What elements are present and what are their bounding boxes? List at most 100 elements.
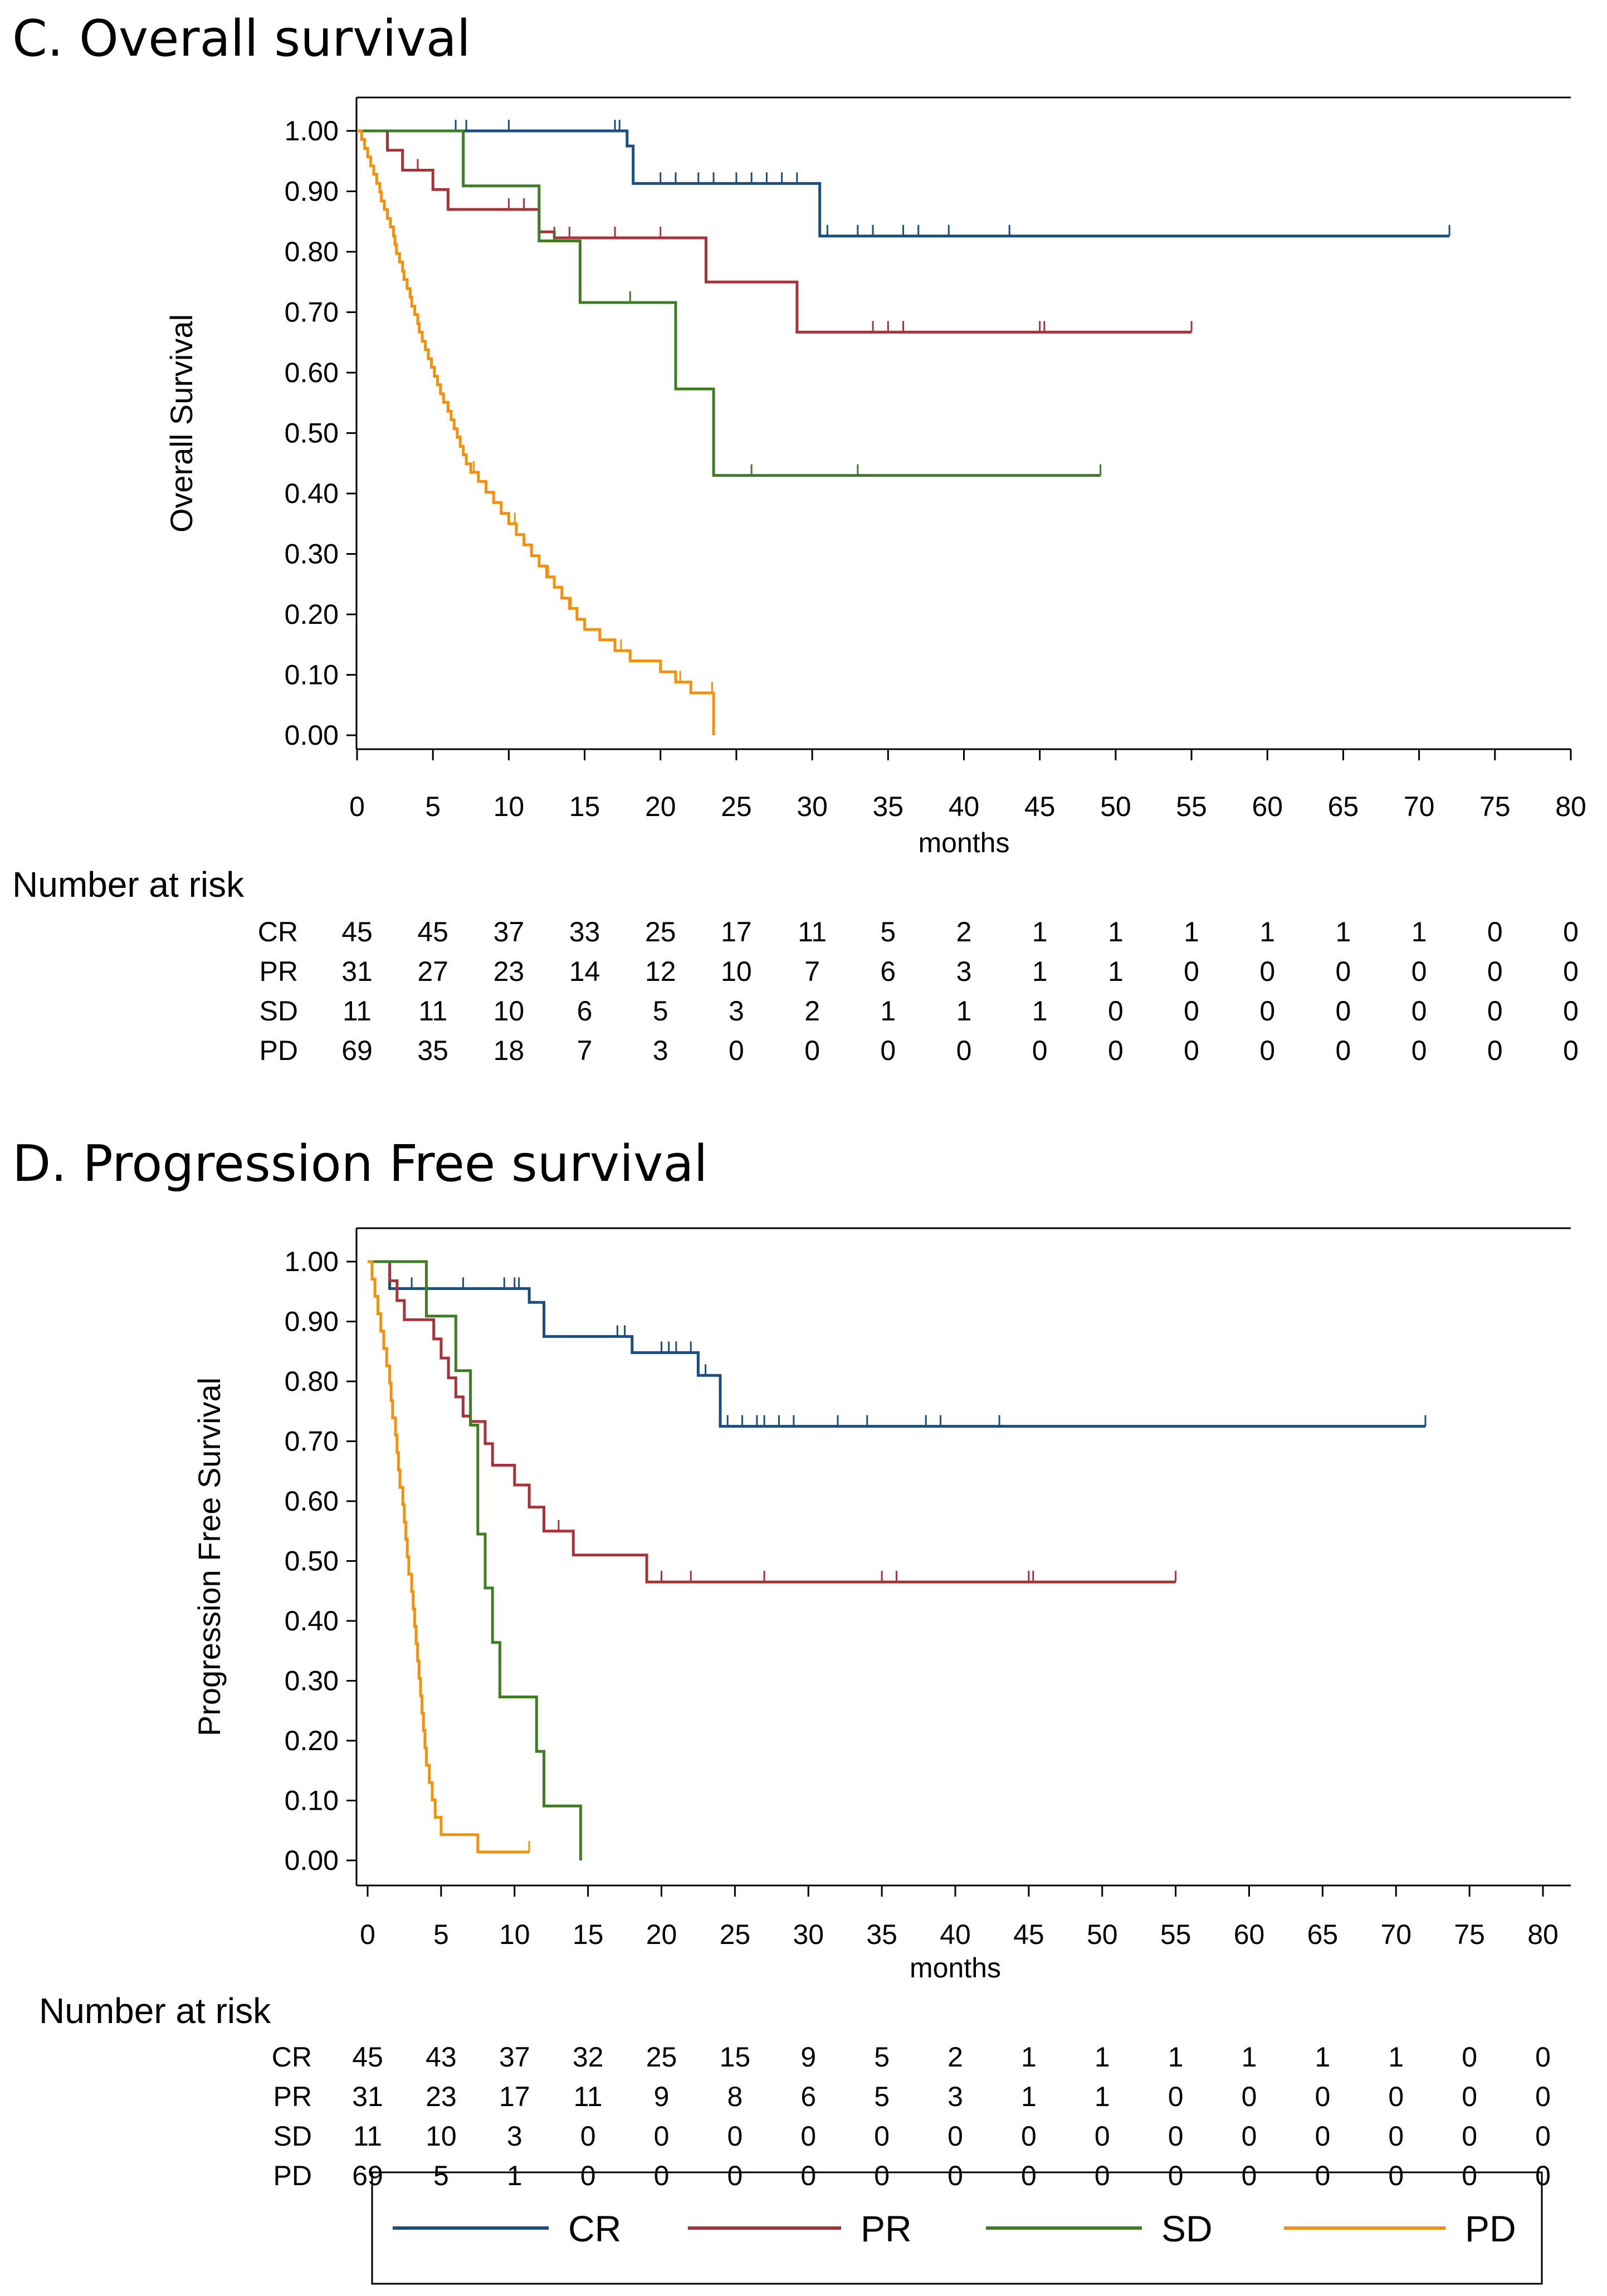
risk-count: 0 [1388, 2160, 1404, 2191]
legend-label-pd: PD [1465, 2208, 1516, 2249]
risk-count: 23 [426, 2081, 457, 2112]
risk-count: 1 [1032, 956, 1048, 987]
y-tick-label: 0.80 [285, 1366, 339, 1397]
risk-count: 0 [1108, 995, 1124, 1027]
risk-count: 2 [956, 916, 972, 947]
risk-count: 25 [645, 916, 676, 947]
x-tick-label: 35 [873, 791, 904, 822]
y-tick-label: 0.30 [285, 539, 339, 570]
risk-count: 0 [1336, 956, 1351, 987]
risk-count: 0 [1388, 2121, 1404, 2152]
risk-count: 10 [494, 995, 525, 1027]
legend: CR PR SD PD [371, 2171, 1543, 2285]
risk-count: 31 [341, 956, 373, 987]
x-tick-label: 45 [1024, 791, 1056, 822]
x-tick-label: 0 [360, 1919, 375, 1950]
x-tick-label: 35 [866, 1919, 897, 1950]
risk-count: 5 [880, 916, 896, 947]
risk-row-label: CR [258, 916, 298, 947]
legend-label-cr: CR [568, 2208, 621, 2249]
y-tick-label: 0.40 [285, 1605, 339, 1636]
risk-count: 1 [507, 2160, 522, 2191]
risk-count: 0 [1563, 995, 1579, 1027]
risk-count: 0 [1462, 2121, 1477, 2152]
legend-box [371, 2171, 1543, 2285]
plot-area: 0.00 0.10 0.20 0.30 0.40 0.50 0.60 0.70 0.80 0.90… [12, 96, 1586, 1066]
y-tick-label: 1.00 [285, 115, 339, 146]
y-tick-label: 0.20 [285, 1725, 339, 1756]
panel-title: D. Progression Free survival [12, 1135, 708, 1193]
risk-count: 0 [654, 2121, 670, 2152]
risk-count: 0 [1108, 1035, 1124, 1066]
risk-count: 32 [573, 2041, 604, 2073]
curve-sd [368, 1260, 582, 1860]
y-tick-label: 0.20 [285, 599, 339, 630]
risk-count: 0 [1184, 1035, 1199, 1066]
x-tick-label: 80 [1527, 1919, 1559, 1950]
x-tick-label: 5 [425, 791, 441, 822]
risk-count: 12 [645, 956, 676, 987]
y-tick-label: 0.30 [285, 1665, 339, 1697]
risk-count: 0 [727, 2121, 743, 2152]
panel-progression-free-survival: D. Progression Free survival 0.00 0.10 0.2… [12, 1135, 1571, 2191]
y-tick-label: 0.00 [285, 720, 339, 751]
risk-count: 5 [433, 2160, 449, 2191]
risk-count: 0 [1168, 2160, 1184, 2191]
curve-cr [357, 129, 1450, 238]
x-tick-label: 25 [720, 1919, 751, 1950]
risk-count: 0 [1021, 2121, 1037, 2152]
risk-count: 0 [1411, 1035, 1427, 1066]
curve-pd [368, 1260, 530, 1854]
risk-count: 1 [1336, 916, 1351, 947]
risk-count: 0 [1032, 1035, 1048, 1066]
risk-count: 9 [654, 2081, 670, 2112]
risk-count: 31 [352, 2081, 383, 2112]
risk-count: 15 [720, 2041, 751, 2073]
risk-count: 17 [721, 916, 752, 947]
risk-count: 6 [880, 956, 896, 987]
risk-count: 0 [1259, 1035, 1275, 1066]
x-tick-label: 60 [1252, 791, 1283, 822]
risk-count: 5 [874, 2041, 890, 2073]
x-tick-label: 10 [499, 1919, 530, 1950]
risk-count: 1 [1108, 956, 1124, 987]
risk-count: 0 [874, 2121, 890, 2152]
x-tick-label: 45 [1013, 1919, 1044, 1950]
risk-count: 0 [1388, 2081, 1404, 2112]
risk-count: 10 [426, 2121, 457, 2152]
risk-count: 18 [494, 1035, 525, 1066]
risk-count: 0 [1563, 1035, 1579, 1066]
risk-count: 69 [352, 2160, 383, 2191]
y-tick-label: 0.70 [285, 1426, 339, 1457]
risk-count: 0 [947, 2121, 963, 2152]
y-axis-label: Overall Survival [164, 314, 199, 533]
x-tick-label: 50 [1087, 1919, 1118, 1950]
y-tick-label: 0.70 [285, 297, 339, 328]
risk-count: 0 [1242, 2160, 1257, 2191]
risk-count: 0 [800, 2160, 816, 2191]
risk-count: 2 [804, 995, 820, 1027]
x-tick-label: 75 [1454, 1919, 1485, 1950]
risk-count: 3 [729, 995, 744, 1027]
risk-count: 69 [341, 1035, 373, 1066]
risk-count: 0 [1487, 956, 1503, 987]
risk-count: 7 [577, 1035, 593, 1066]
risk-count: 0 [947, 2160, 963, 2191]
risk-count: 23 [494, 956, 525, 987]
x-tick-label: 50 [1100, 791, 1131, 822]
y-tick-label: 0.50 [285, 418, 339, 449]
risk-count: 0 [580, 2121, 596, 2152]
risk-count: 0 [1184, 956, 1199, 987]
x-tick-label: 15 [573, 1919, 604, 1950]
risk-count: 1 [1388, 2041, 1404, 2073]
risk-count: 0 [1259, 956, 1275, 987]
risk-count: 27 [417, 956, 448, 987]
x-tick-label: 80 [1555, 791, 1586, 822]
y-tick-label: 0.90 [285, 176, 339, 207]
risk-count: 11 [798, 916, 827, 947]
risk-table-title: Number at risk [39, 1991, 271, 2031]
risk-count: 0 [1095, 2160, 1110, 2191]
risk-count: 0 [804, 1035, 820, 1066]
y-tick-label: 1.00 [285, 1246, 339, 1277]
